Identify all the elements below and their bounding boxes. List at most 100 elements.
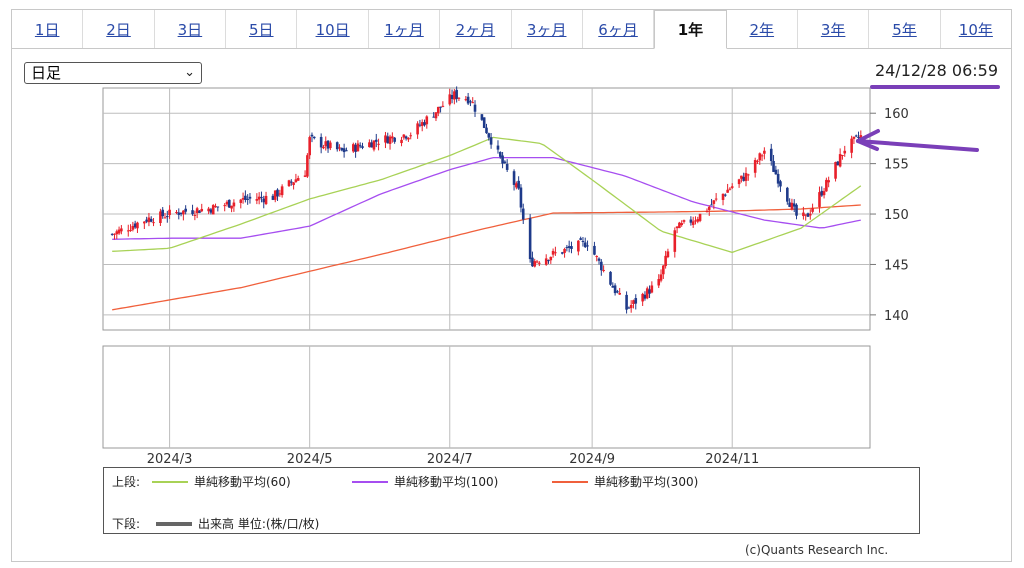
- candle-body: [432, 116, 435, 118]
- candle-body: [324, 141, 328, 147]
- chevron-down-icon: ⌄: [184, 65, 195, 80]
- tab-9[interactable]: 1年: [654, 10, 727, 49]
- candle-body: [136, 222, 139, 229]
- y-tick-label: 145: [884, 258, 909, 273]
- tab-5[interactable]: 1ヶ月: [368, 10, 441, 48]
- legend-upper-label: 上段:: [112, 475, 141, 489]
- candle-body: [583, 242, 587, 248]
- candle-body: [521, 208, 525, 220]
- candle-body: [613, 285, 617, 294]
- candle-body: [827, 180, 830, 183]
- candle-body: [577, 240, 580, 252]
- candle-body: [760, 155, 764, 157]
- candle-body: [145, 219, 148, 222]
- candle-body: [117, 229, 121, 234]
- candle-body: [726, 189, 729, 193]
- candle-body: [758, 153, 762, 161]
- candle-body: [133, 223, 137, 228]
- candle-body: [549, 256, 553, 261]
- candle-body: [244, 195, 247, 200]
- candle-body: [168, 209, 171, 216]
- tab-7[interactable]: 3ヶ月: [511, 10, 583, 48]
- tab-11[interactable]: 3年: [797, 10, 870, 48]
- candle-body: [345, 150, 348, 152]
- candle-body: [728, 188, 732, 190]
- candle-body: [744, 173, 748, 181]
- tab-12[interactable]: 5年: [869, 10, 941, 48]
- candle-body: [264, 195, 268, 205]
- candle-body: [496, 145, 500, 150]
- tab-4[interactable]: 10日: [297, 10, 369, 48]
- tab-8[interactable]: 6ヶ月: [582, 10, 655, 48]
- tab-6[interactable]: 2ヶ月: [440, 10, 512, 48]
- candle-body: [115, 231, 119, 235]
- chart-type-select[interactable]: 日足 ⌄: [24, 62, 202, 84]
- candle-body: [384, 135, 387, 143]
- chart-type-value: 日足: [31, 64, 62, 82]
- candle-body: [808, 213, 812, 216]
- candle-body: [407, 137, 410, 140]
- candle-body: [177, 212, 181, 215]
- tab-13[interactable]: 10年: [940, 10, 1012, 48]
- candle-body: [662, 265, 665, 275]
- candle-body: [195, 208, 199, 214]
- candle-body: [560, 252, 564, 254]
- candle-body: [354, 144, 357, 152]
- candle-body: [632, 300, 635, 305]
- candle-body: [193, 214, 197, 216]
- candle-body: [680, 223, 683, 226]
- copyright: (c)Quants Research Inc.: [745, 543, 889, 557]
- candle-body: [792, 203, 796, 207]
- candle-body: [303, 175, 307, 177]
- tab-1[interactable]: 2日: [83, 10, 155, 48]
- candle-body: [625, 294, 628, 310]
- candle-body: [547, 260, 550, 262]
- candle-body: [634, 298, 638, 304]
- y-tick-label: 140: [884, 309, 909, 324]
- candle-body: [822, 191, 826, 196]
- candle-body: [616, 291, 619, 293]
- y-tick-label: 150: [884, 208, 909, 223]
- candle-body: [143, 221, 146, 224]
- candle-body: [772, 160, 775, 172]
- candle-body: [482, 117, 486, 128]
- candle-body: [489, 137, 493, 145]
- candle-body: [487, 133, 491, 138]
- timestamp: 24/12/28 06:59: [874, 61, 998, 80]
- candle-body: [597, 258, 601, 261]
- candle-body: [565, 247, 569, 249]
- candle-body: [756, 160, 759, 162]
- tab-10[interactable]: 2年: [726, 10, 798, 48]
- x-tick-label: 2024/11: [705, 452, 759, 467]
- tab-2[interactable]: 3日: [154, 10, 227, 48]
- candle-body: [786, 187, 789, 202]
- candle-body: [418, 124, 422, 126]
- candle-body: [338, 147, 341, 149]
- candle-body: [712, 200, 716, 204]
- candle-body: [806, 213, 810, 217]
- candle-body: [200, 208, 204, 212]
- candle-body: [352, 144, 355, 152]
- candle-body: [257, 196, 261, 200]
- candle-body: [230, 205, 233, 209]
- candle-body: [271, 195, 275, 200]
- candle-body: [296, 178, 300, 181]
- candle-body: [730, 186, 734, 188]
- candle-body: [262, 198, 266, 203]
- candle-body: [593, 245, 596, 255]
- tab-3[interactable]: 5日: [226, 10, 298, 48]
- annotation-underline: [870, 85, 1000, 89]
- legend-volume-swatch: [156, 521, 192, 526]
- candle-body: [689, 219, 693, 223]
- tab-0[interactable]: 1日: [12, 10, 84, 48]
- candle-body: [191, 210, 194, 215]
- candle-body: [310, 134, 314, 137]
- candle-body: [664, 255, 667, 267]
- legend-sma300-label: 単純移動平均(300): [594, 475, 699, 489]
- candle-body: [659, 274, 663, 281]
- candle-body: [843, 150, 847, 154]
- candle-body: [147, 217, 151, 223]
- candle-body: [455, 89, 458, 99]
- candle-body: [175, 211, 178, 213]
